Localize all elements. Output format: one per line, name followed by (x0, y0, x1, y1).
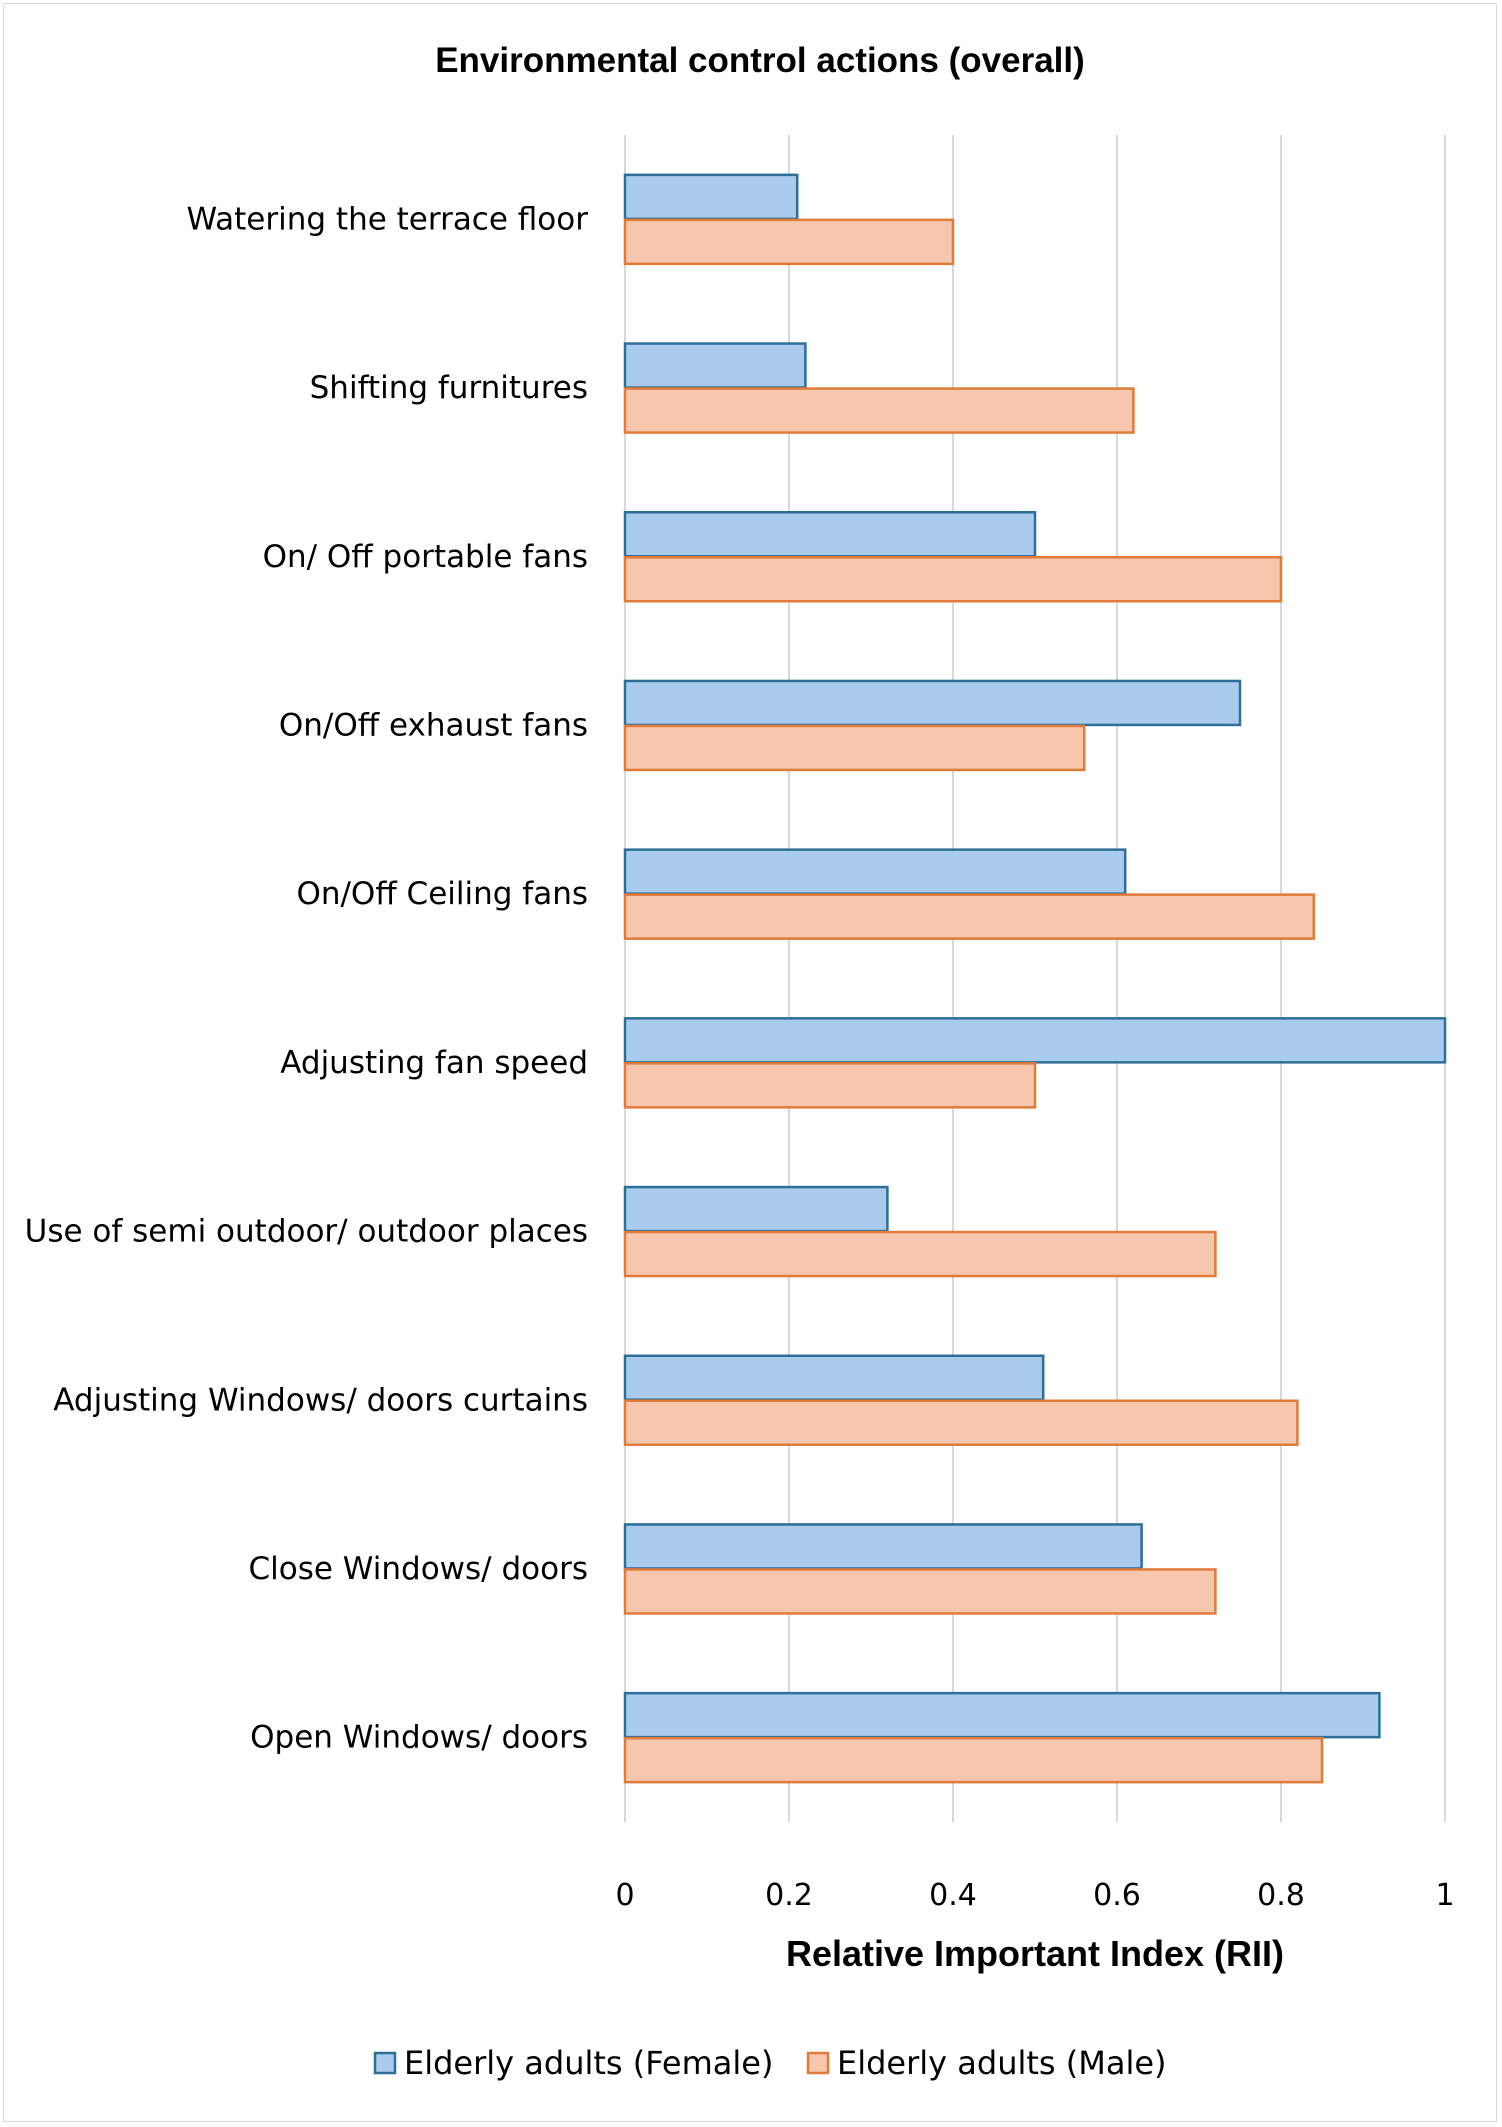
bar-female (623, 848, 1127, 895)
x-tick-label: 0 (615, 1878, 634, 1913)
chart-title: Environmental control actions (overall) (435, 41, 1085, 80)
bar-female (623, 1017, 1447, 1064)
bar-male (623, 1399, 1299, 1446)
bar-male (623, 556, 1283, 603)
legend-swatch-female (373, 2051, 397, 2075)
x-tick-label: 0.2 (765, 1878, 813, 1913)
bar-female (623, 173, 799, 221)
bar-female (623, 511, 1037, 558)
category-label: Close Windows/ doors (249, 1551, 589, 1587)
category-label: Shifting furnitures (310, 370, 588, 406)
legend-label-female: Elderly adults (Female) (404, 2044, 773, 2082)
category-label: Adjusting fan speed (280, 1045, 588, 1081)
x-tick-label: 0.6 (1093, 1878, 1141, 1913)
bar-female (623, 1185, 889, 1233)
category-label: Adjusting Windows/ doors curtains (53, 1382, 588, 1418)
category-label: On/ Off portable fans (263, 539, 588, 575)
bar-female (623, 1523, 1143, 1570)
category-label: On/Off exhaust fans (279, 707, 588, 743)
bar-female (623, 679, 1242, 727)
bar-male (623, 1568, 1217, 1615)
bar-female (623, 1354, 1045, 1401)
bar-male (623, 1736, 1324, 1784)
category-label: Watering the terrace floor (186, 201, 588, 237)
x-tick-label: 0.4 (929, 1878, 977, 1913)
category-label: Use of semi outdoor/ outdoor places (25, 1214, 588, 1250)
x-axis-title: Relative Important Index (RII) (786, 1933, 1284, 1974)
bar-male (623, 218, 955, 266)
category-label: Open Windows/ doors (250, 1720, 588, 1756)
bar-male (623, 1230, 1217, 1278)
bars (623, 173, 1447, 1784)
x-tick-label: 1 (1435, 1878, 1454, 1913)
x-tick-label: 0.8 (1257, 1878, 1305, 1913)
bar-male (623, 387, 1135, 434)
category-labels: Watering the terrace floor Shifting furni… (25, 201, 589, 1755)
bar-female (623, 342, 807, 389)
category-label: On/Off Ceiling fans (296, 876, 588, 912)
legend-label-male: Elderly adults (Male) (837, 2044, 1167, 2082)
bar-male (623, 893, 1316, 940)
bar-male (623, 724, 1086, 772)
x-tick-labels: 0 0.2 0.4 0.6 0.8 1 (615, 1878, 1454, 1913)
legend: Elderly adults (Female) Elderly adults (M… (373, 2044, 1167, 2082)
legend-swatch-male (806, 2051, 830, 2075)
bar-female (623, 1691, 1381, 1739)
bar-male (623, 1062, 1037, 1109)
